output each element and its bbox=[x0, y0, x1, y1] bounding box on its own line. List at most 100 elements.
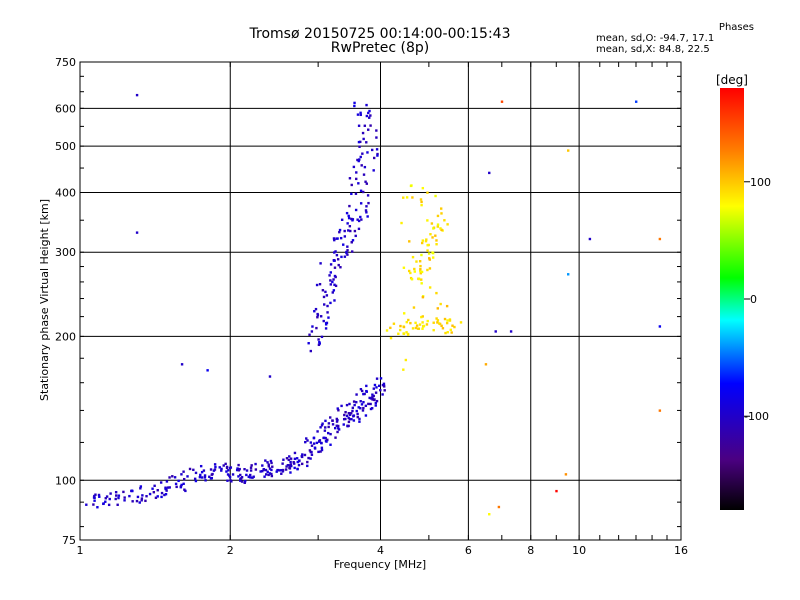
data-point bbox=[405, 320, 408, 324]
data-point bbox=[173, 476, 177, 479]
data-point bbox=[658, 409, 662, 412]
data-point bbox=[308, 449, 312, 452]
data-point bbox=[359, 140, 362, 144]
data-point bbox=[177, 479, 180, 483]
data-point bbox=[332, 278, 335, 281]
data-point bbox=[339, 266, 342, 269]
data-point bbox=[359, 202, 363, 205]
data-point bbox=[228, 476, 232, 479]
data-point bbox=[123, 499, 126, 502]
data-point bbox=[434, 194, 437, 198]
data-point bbox=[345, 403, 349, 407]
data-point bbox=[420, 241, 424, 245]
data-point bbox=[353, 101, 356, 105]
data-point bbox=[244, 479, 247, 483]
data-point bbox=[306, 460, 309, 464]
data-point bbox=[135, 93, 139, 97]
data-point bbox=[658, 325, 662, 328]
data-point bbox=[337, 427, 340, 430]
data-point bbox=[411, 255, 415, 259]
data-point bbox=[145, 495, 148, 498]
data-point bbox=[436, 225, 439, 228]
data-point bbox=[331, 419, 334, 422]
data-point bbox=[320, 448, 324, 452]
data-point bbox=[306, 464, 309, 468]
data-point bbox=[322, 295, 326, 299]
data-point bbox=[419, 198, 423, 201]
data-point bbox=[361, 131, 365, 135]
data-point bbox=[151, 487, 154, 490]
data-point bbox=[282, 458, 285, 461]
data-point bbox=[337, 263, 340, 267]
data-point bbox=[347, 412, 351, 415]
data-point bbox=[436, 223, 440, 226]
data-point bbox=[93, 499, 96, 502]
data-point bbox=[362, 137, 365, 141]
data-point bbox=[417, 277, 421, 280]
data-point bbox=[92, 503, 95, 506]
data-point bbox=[420, 253, 423, 257]
data-point bbox=[320, 424, 324, 427]
data-point bbox=[439, 207, 443, 210]
y-tick-label: 400 bbox=[55, 186, 76, 199]
data-point bbox=[310, 444, 314, 447]
data-point bbox=[289, 460, 292, 464]
data-point bbox=[367, 128, 370, 131]
data-point bbox=[348, 225, 352, 228]
data-point bbox=[450, 331, 453, 334]
data-point bbox=[383, 389, 386, 392]
data-point bbox=[319, 450, 322, 453]
data-point bbox=[270, 474, 274, 478]
data-point bbox=[436, 319, 440, 322]
data-point bbox=[334, 250, 337, 253]
data-point bbox=[141, 494, 144, 497]
data-point bbox=[324, 327, 328, 330]
data-point bbox=[293, 451, 297, 455]
data-point bbox=[336, 430, 339, 434]
data-point bbox=[331, 423, 335, 426]
data-point bbox=[264, 459, 267, 462]
data-point bbox=[117, 494, 121, 497]
data-point bbox=[425, 238, 428, 241]
data-point bbox=[192, 468, 195, 472]
data-point bbox=[309, 441, 313, 444]
data-point bbox=[346, 424, 349, 428]
data-point bbox=[355, 409, 358, 413]
phase-stats-o-mode: mean, sd,O: -94.7, 17.1 bbox=[596, 33, 715, 44]
data-point bbox=[365, 182, 368, 185]
data-point bbox=[365, 114, 369, 118]
data-point bbox=[357, 406, 360, 409]
data-point bbox=[313, 310, 316, 313]
data-point bbox=[323, 429, 327, 432]
y-axis-label: Stationary phase Virtual Height [km] bbox=[38, 199, 51, 401]
data-point bbox=[138, 501, 141, 504]
data-point bbox=[317, 343, 321, 347]
data-point bbox=[333, 283, 336, 287]
data-point bbox=[200, 476, 204, 479]
data-point bbox=[409, 321, 412, 325]
data-point bbox=[320, 335, 324, 339]
data-point bbox=[420, 203, 423, 207]
data-point bbox=[374, 404, 377, 407]
data-point bbox=[296, 467, 299, 471]
data-point bbox=[381, 393, 384, 396]
data-point bbox=[300, 462, 304, 466]
data-point bbox=[421, 321, 424, 324]
data-point bbox=[135, 231, 139, 234]
data-point bbox=[280, 469, 283, 472]
data-point bbox=[421, 295, 425, 299]
data-point bbox=[361, 409, 365, 412]
data-point bbox=[379, 388, 382, 392]
data-point bbox=[188, 467, 192, 471]
data-point bbox=[382, 383, 386, 387]
data-point bbox=[346, 249, 349, 252]
data-point bbox=[104, 500, 107, 503]
data-point bbox=[555, 489, 558, 493]
phase-stats-x-mode: mean, sd,X: 84.8, 22.5 bbox=[596, 44, 710, 55]
data-point bbox=[298, 459, 301, 462]
data-point bbox=[317, 450, 320, 454]
data-point bbox=[435, 291, 438, 295]
data-point bbox=[254, 462, 257, 466]
data-point bbox=[346, 222, 349, 225]
data-point bbox=[130, 489, 134, 492]
